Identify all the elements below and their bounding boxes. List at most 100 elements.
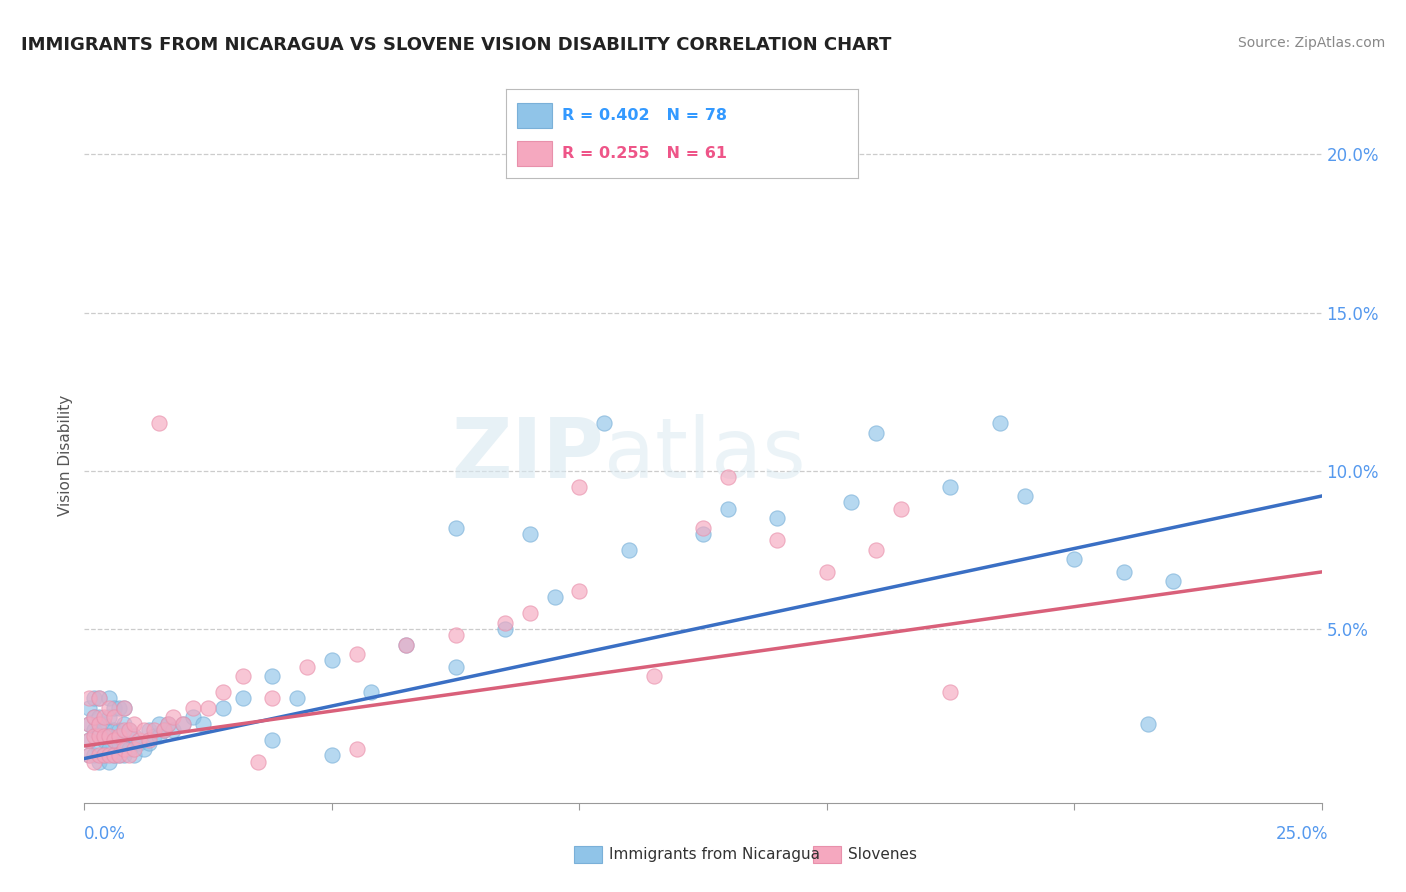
Point bbox=[93, 710, 115, 724]
Point bbox=[346, 742, 368, 756]
Point bbox=[98, 710, 121, 724]
Point bbox=[262, 691, 284, 706]
Point bbox=[815, 565, 838, 579]
Point bbox=[118, 748, 141, 763]
Point bbox=[172, 716, 194, 731]
Text: Source: ZipAtlas.com: Source: ZipAtlas.com bbox=[1237, 36, 1385, 50]
Point bbox=[444, 660, 467, 674]
Point bbox=[172, 716, 194, 731]
Point bbox=[1063, 552, 1085, 566]
Point bbox=[162, 723, 184, 737]
Point bbox=[89, 723, 111, 737]
Point bbox=[593, 417, 616, 431]
Point bbox=[142, 723, 165, 737]
Point bbox=[181, 710, 204, 724]
Text: IMMIGRANTS FROM NICARAGUA VS SLOVENE VISION DISABILITY CORRELATION CHART: IMMIGRANTS FROM NICARAGUA VS SLOVENE VIS… bbox=[21, 36, 891, 54]
Point bbox=[79, 732, 101, 747]
Point bbox=[232, 669, 254, 683]
Point bbox=[152, 723, 174, 737]
Point bbox=[142, 730, 165, 744]
Point bbox=[112, 742, 135, 756]
Point bbox=[122, 742, 145, 756]
Point bbox=[148, 716, 170, 731]
Point bbox=[197, 701, 219, 715]
Point bbox=[939, 685, 962, 699]
Point bbox=[717, 501, 740, 516]
Point bbox=[118, 723, 141, 737]
Point bbox=[98, 691, 121, 706]
Point bbox=[444, 628, 467, 642]
Point bbox=[1161, 574, 1184, 589]
Text: Immigrants from Nicaragua: Immigrants from Nicaragua bbox=[609, 847, 820, 862]
Point bbox=[543, 591, 565, 605]
Point bbox=[83, 748, 105, 763]
Point bbox=[112, 716, 135, 731]
Point bbox=[395, 638, 418, 652]
Point bbox=[939, 479, 962, 493]
Text: R = 0.255   N = 61: R = 0.255 N = 61 bbox=[562, 146, 727, 161]
Point bbox=[108, 736, 131, 750]
Point bbox=[162, 710, 184, 724]
Point bbox=[262, 732, 284, 747]
Point bbox=[93, 732, 115, 747]
Point bbox=[865, 542, 887, 557]
Point bbox=[89, 748, 111, 763]
Point bbox=[79, 691, 101, 706]
Point bbox=[717, 470, 740, 484]
Point bbox=[122, 730, 145, 744]
Point bbox=[79, 716, 101, 731]
Point bbox=[494, 622, 516, 636]
Point bbox=[262, 669, 284, 683]
Point bbox=[285, 691, 308, 706]
Point bbox=[79, 716, 101, 731]
Point bbox=[89, 742, 111, 756]
Point bbox=[1137, 716, 1160, 731]
Point bbox=[692, 521, 714, 535]
Point bbox=[295, 660, 318, 674]
Point bbox=[93, 748, 115, 763]
Point bbox=[98, 748, 121, 763]
Point bbox=[89, 755, 111, 769]
Point bbox=[148, 730, 170, 744]
Point bbox=[103, 748, 125, 763]
Point bbox=[346, 647, 368, 661]
Point bbox=[108, 748, 131, 763]
Point bbox=[890, 501, 912, 516]
Point bbox=[108, 723, 131, 737]
Point bbox=[98, 742, 121, 756]
Point bbox=[98, 730, 121, 744]
Point bbox=[519, 606, 541, 620]
Point bbox=[112, 748, 135, 763]
Point bbox=[103, 701, 125, 715]
Point bbox=[1112, 565, 1135, 579]
Point bbox=[89, 716, 111, 731]
Text: atlas: atlas bbox=[605, 415, 806, 495]
Point bbox=[617, 542, 640, 557]
FancyBboxPatch shape bbox=[517, 103, 551, 128]
Point bbox=[212, 685, 235, 699]
Point bbox=[112, 701, 135, 715]
Point bbox=[112, 723, 135, 737]
Point bbox=[766, 511, 789, 525]
Point bbox=[118, 723, 141, 737]
Point bbox=[89, 710, 111, 724]
Point bbox=[93, 748, 115, 763]
FancyBboxPatch shape bbox=[517, 141, 551, 166]
Point bbox=[212, 701, 235, 715]
Point bbox=[108, 730, 131, 744]
Point bbox=[157, 716, 180, 731]
Point bbox=[89, 730, 111, 744]
Point bbox=[108, 701, 131, 715]
Point bbox=[122, 716, 145, 731]
Point bbox=[93, 730, 115, 744]
Point bbox=[321, 748, 343, 763]
Point bbox=[395, 638, 418, 652]
Point bbox=[103, 710, 125, 724]
Text: Slovenes: Slovenes bbox=[848, 847, 917, 862]
Point bbox=[157, 716, 180, 731]
Point bbox=[494, 615, 516, 630]
Point bbox=[191, 716, 214, 731]
Point bbox=[128, 732, 150, 747]
Point bbox=[79, 748, 101, 763]
Point bbox=[138, 723, 160, 737]
